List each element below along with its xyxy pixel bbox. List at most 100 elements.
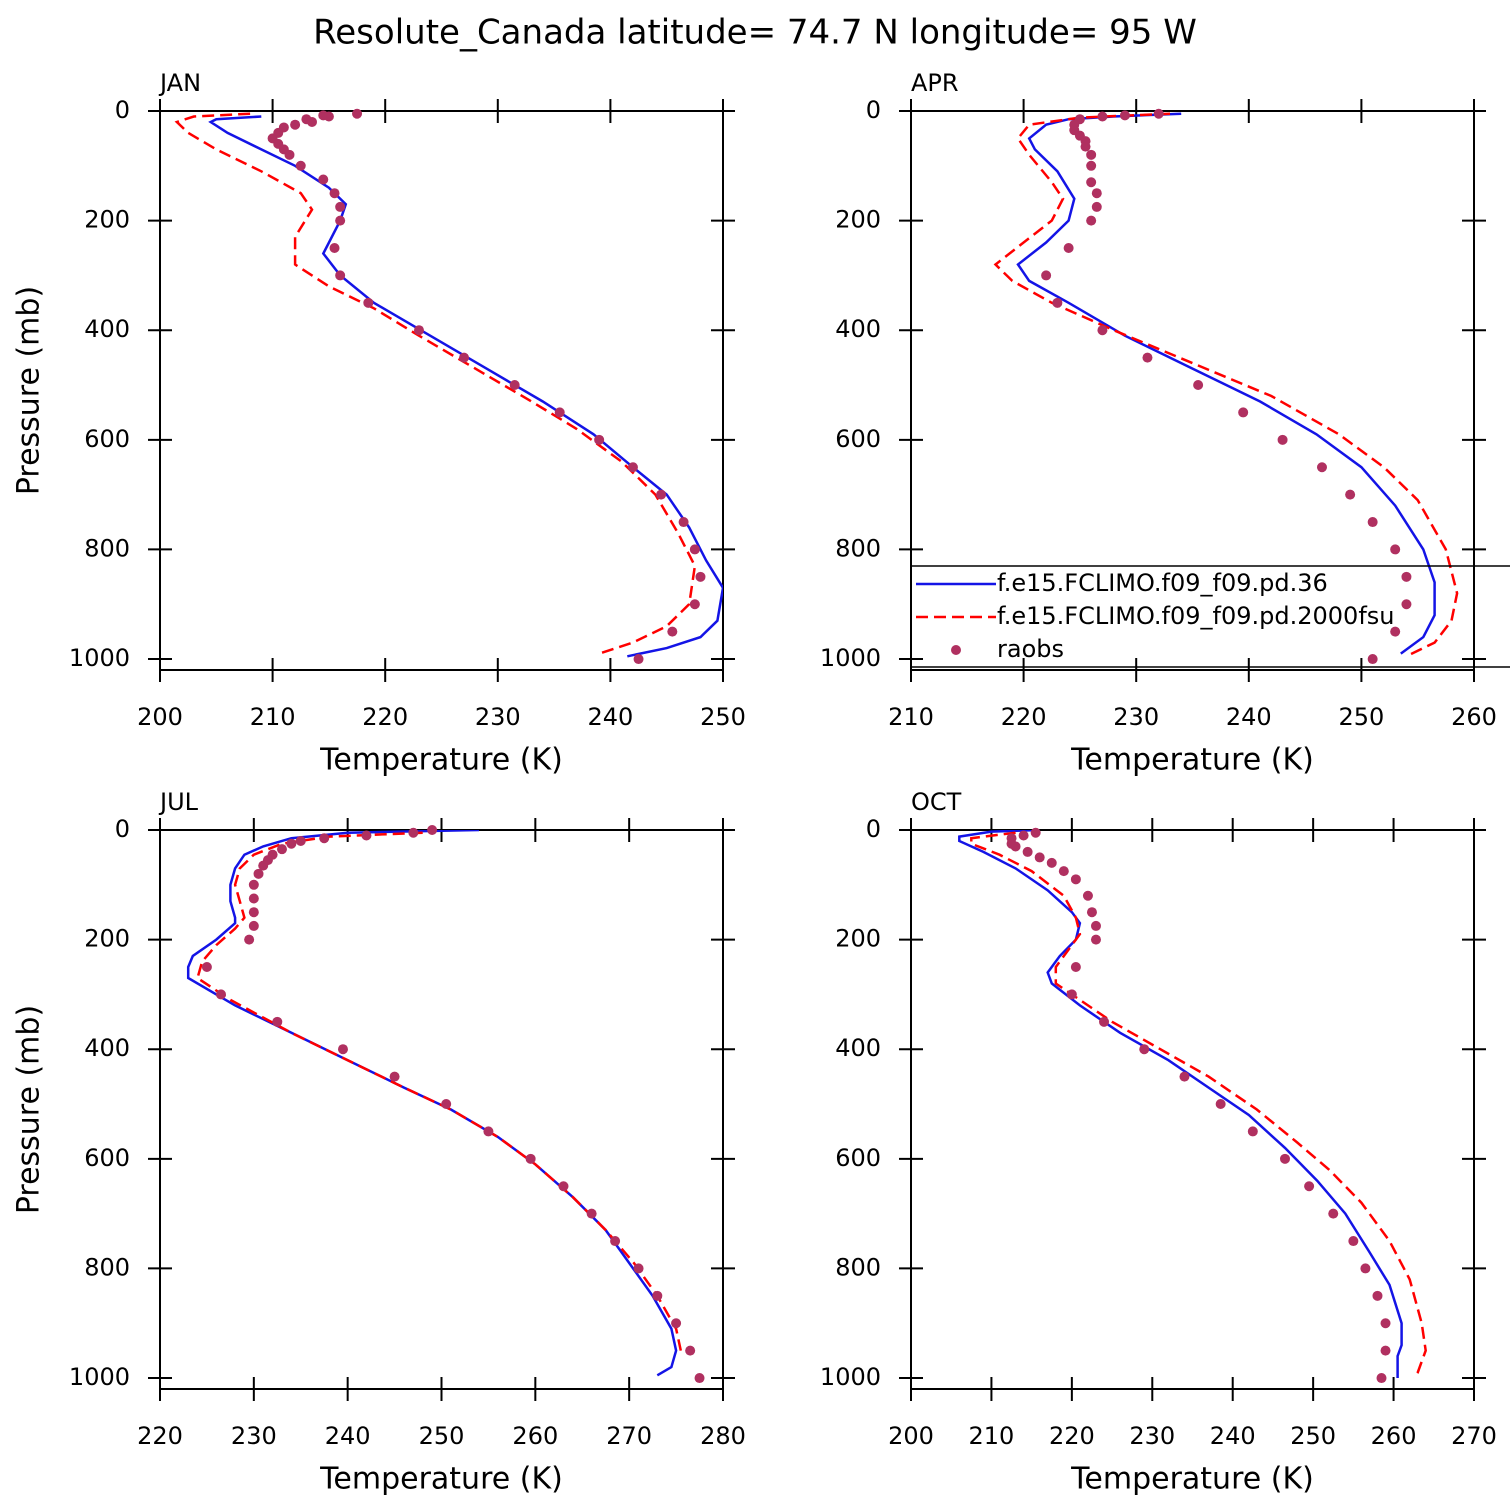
- x-axis-label: Temperature (K): [1070, 743, 1314, 778]
- raob-point: [413, 325, 424, 336]
- raob-point: [1380, 1318, 1391, 1329]
- raob-point: [1372, 1290, 1383, 1301]
- raob-point: [558, 1181, 569, 1192]
- legend-label: raobs: [997, 635, 1064, 663]
- y-tick-label: 200: [835, 206, 881, 234]
- raob-point: [689, 544, 700, 555]
- x-tick-label: 200: [137, 703, 183, 731]
- raob-point: [284, 149, 295, 160]
- raob-point: [1034, 852, 1045, 863]
- raob-point: [329, 188, 340, 199]
- profile-line: [970, 831, 1427, 1379]
- y-tick-label: 800: [84, 1253, 130, 1281]
- raob-point: [307, 116, 318, 127]
- raob-point: [319, 833, 330, 844]
- y-tick-label: 600: [835, 425, 881, 453]
- raob-point: [272, 1016, 283, 1027]
- raob-point: [678, 517, 689, 528]
- raob-point: [1022, 846, 1033, 857]
- raob-point: [1080, 141, 1091, 152]
- profile-line: [208, 115, 723, 658]
- raob-point: [627, 462, 638, 473]
- x-axis-label: Temperature (K): [319, 1462, 563, 1497]
- raob-point: [1070, 962, 1081, 973]
- raob-point: [1345, 489, 1356, 500]
- raob-point: [1099, 1016, 1110, 1027]
- y-tick-label: 400: [835, 1034, 881, 1062]
- y-axis-label: Pressure (mb): [12, 1005, 47, 1214]
- raob-point: [689, 599, 700, 610]
- x-tick-label: 220: [362, 703, 408, 731]
- x-tick-label: 240: [587, 703, 633, 731]
- raob-point: [295, 160, 306, 171]
- raob-point: [1097, 111, 1108, 122]
- raob-point: [1348, 1236, 1359, 1247]
- raob-point: [1066, 989, 1077, 1000]
- x-tick-label: 250: [700, 703, 746, 731]
- raob-point: [1380, 1345, 1391, 1356]
- raob-point: [1086, 177, 1097, 188]
- raob-point: [1119, 110, 1130, 121]
- raob-point: [1279, 1153, 1290, 1164]
- x-tick-label: 250: [1290, 1422, 1336, 1450]
- raob-point: [594, 434, 605, 445]
- raob-point: [1070, 874, 1081, 885]
- x-tick-label: 230: [231, 1422, 277, 1450]
- raob-point: [656, 489, 667, 500]
- raob-point: [1052, 297, 1063, 308]
- raob-point: [1215, 1099, 1226, 1110]
- plot-frame: [910, 829, 1475, 1390]
- profile-line: [958, 830, 1403, 1378]
- raob-point: [586, 1208, 597, 1219]
- raob-point: [253, 868, 264, 879]
- profile-line: [993, 112, 1459, 658]
- panel-title: APR: [911, 69, 959, 97]
- y-tick-label: 200: [84, 925, 130, 953]
- raob-point: [1247, 1126, 1258, 1137]
- raob-point: [248, 920, 259, 931]
- x-tick-label: 260: [512, 1422, 558, 1450]
- y-tick-label: 1000: [820, 1363, 881, 1391]
- raob-point: [554, 407, 565, 418]
- y-tick-label: 0: [866, 815, 881, 843]
- y-tick-label: 0: [866, 96, 881, 124]
- raob-point: [1401, 571, 1412, 582]
- y-tick-label: 400: [835, 315, 881, 343]
- raob-point: [1082, 890, 1093, 901]
- raob-point: [652, 1290, 663, 1301]
- profile-line: [196, 831, 683, 1351]
- raob-point: [483, 1126, 494, 1137]
- y-tick-label: 200: [835, 925, 881, 953]
- y-tick-label: 400: [84, 1034, 130, 1062]
- x-tick-label: 250: [1338, 703, 1384, 731]
- raob-point: [335, 270, 346, 281]
- x-tick-label: 210: [969, 1422, 1015, 1450]
- raob-point: [258, 860, 269, 871]
- x-tick-label: 230: [475, 703, 521, 731]
- raob-point: [408, 827, 419, 838]
- raob-point: [1142, 352, 1153, 363]
- raob-point: [1046, 857, 1057, 868]
- raob-point: [329, 243, 340, 254]
- raob-point: [1030, 827, 1041, 838]
- raob-point: [1367, 654, 1378, 665]
- raob-point: [1010, 841, 1021, 852]
- plot-frame: [910, 110, 1475, 671]
- raob-point: [667, 626, 678, 637]
- raob-point: [1153, 108, 1164, 119]
- y-tick-label: 800: [84, 534, 130, 562]
- raob-point: [1316, 462, 1327, 473]
- x-tick-label: 220: [1001, 703, 1047, 731]
- raob-point: [276, 844, 287, 855]
- raob-point: [1376, 1373, 1387, 1384]
- raob-point: [318, 174, 329, 185]
- profile-line: [186, 830, 678, 1377]
- x-tick-label: 260: [1451, 703, 1497, 731]
- x-tick-label: 280: [700, 1422, 746, 1450]
- raob-point: [1277, 434, 1288, 445]
- raob-point: [1193, 380, 1204, 391]
- raob-point: [290, 119, 301, 130]
- x-tick-label: 210: [888, 703, 934, 731]
- raob-point: [633, 1263, 644, 1274]
- x-tick-label: 270: [606, 1422, 652, 1450]
